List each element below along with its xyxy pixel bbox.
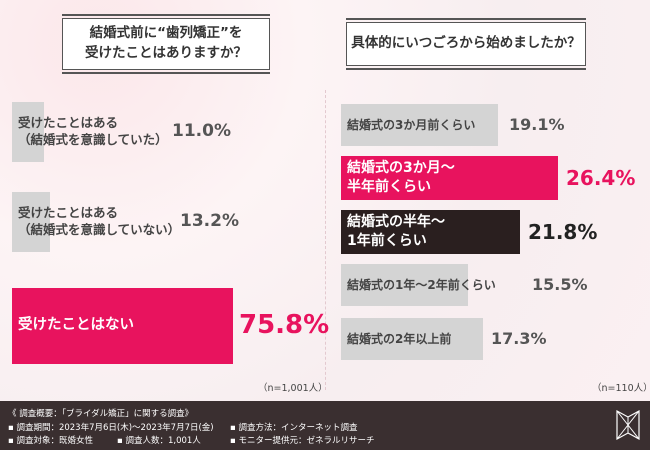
footer-target: ▪ 調査対象：既婚女性 <box>8 436 93 446</box>
bar-0-2 <box>12 288 233 364</box>
bar-0-1 <box>12 192 50 252</box>
bar-label-1-3: 結婚式の1年～2年前くらい <box>347 277 496 292</box>
bar-1-4 <box>341 318 483 360</box>
footer-count: ▪ 調査人数：1,001人 <box>117 436 201 446</box>
bar-label-1-4: 結婚式の2年以上前 <box>347 331 452 346</box>
bar-label-0-1: 受けたことはある （結婚式を意識していない） <box>18 205 181 237</box>
bar-value-1-1: 26.4% <box>566 165 636 190</box>
bar-1-3 <box>341 264 468 306</box>
footer-provider: ▪ モニター提供元：ゼネラルリサーチ <box>230 436 375 446</box>
panel-divider <box>325 90 326 390</box>
survey-footer: 《 調査概要：「ブライダル矯正」に関する調査》 ▪ 調査期間：2023年7月6日… <box>0 401 650 450</box>
left-sample-size: （n=1,001人） <box>258 383 328 394</box>
footer-method: ▪ 調査方法：インターネット調査 <box>230 423 358 433</box>
bar-value-0-2: 75.8% <box>239 309 330 340</box>
bar-label-1-2: 結婚式の半年～ 1年前くらい <box>347 214 445 249</box>
brand-logo-icon <box>616 409 640 441</box>
bar-label-0-0: 受けたことはある （結婚式を意識していた） <box>18 115 168 147</box>
bar-label-1-1: 結婚式の3か月～ 半年前くらい <box>347 160 455 195</box>
bar-1-1 <box>341 156 558 200</box>
bar-1-2 <box>341 210 520 254</box>
bar-value-0-0: 11.0% <box>172 121 231 142</box>
right-sample-size: （n=110人） <box>592 383 650 394</box>
bar-value-1-2: 21.8% <box>528 219 598 244</box>
bar-1-0 <box>341 104 498 146</box>
bar-0-0 <box>12 102 44 162</box>
bar-value-1-4: 17.3% <box>491 329 547 349</box>
bar-value-1-3: 15.5% <box>532 275 588 295</box>
right-chart-title: 具体的にいつごろから始めましたか？ <box>346 18 586 70</box>
left-chart-title: 結婚式前に“歯列矯正”を 受けたことはありますか？ <box>62 14 270 74</box>
bar-value-1-0: 19.1% <box>509 115 565 135</box>
footer-heading: 《 調査概要：「ブライダル矯正」に関する調査》 <box>8 409 194 419</box>
footer-period: ▪ 調査期間：2023年7月6日(木)～2023年7月7日(金) <box>8 423 214 433</box>
bar-label-1-0: 結婚式の3か月前くらい <box>347 117 476 132</box>
bar-value-0-1: 13.2% <box>180 211 239 232</box>
bar-label-0-2: 受けたことはない <box>18 317 134 334</box>
